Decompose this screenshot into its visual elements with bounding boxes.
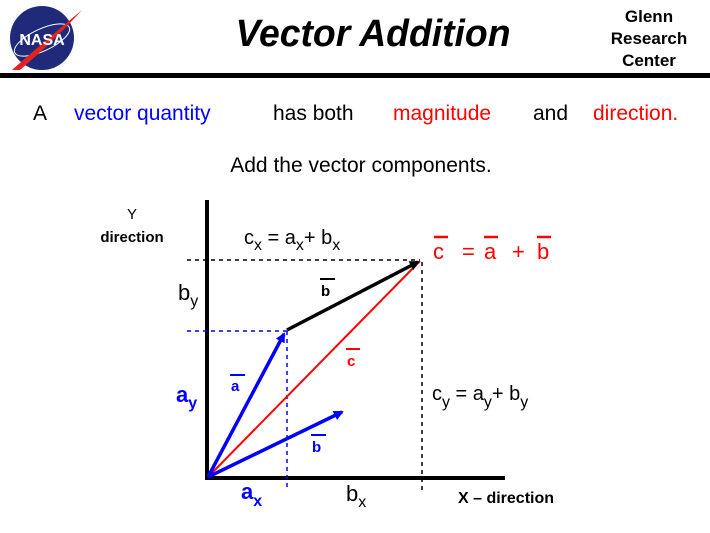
- svg-text:Research: Research: [611, 29, 688, 48]
- label-ax: ax: [241, 479, 262, 510]
- vector-c: [207, 260, 421, 478]
- cy-equation: cy = ay+ by: [432, 383, 528, 411]
- sum-equation: c = a + b: [433, 235, 551, 264]
- svg-text:=: =: [462, 239, 475, 264]
- label-b-black: b: [321, 283, 330, 300]
- intro-line-1: A vector quantity has both magnitude and…: [33, 102, 678, 125]
- svg-text:A: A: [33, 102, 47, 125]
- svg-text:+: +: [512, 239, 525, 264]
- svg-text:b: b: [537, 239, 549, 264]
- nasa-logo: NASA: [10, 6, 82, 70]
- svg-text:has both: has both: [273, 102, 354, 125]
- label-bx: bx: [346, 481, 366, 511]
- svg-text:a: a: [484, 239, 497, 264]
- intro-line-2: Add the vector components.: [230, 154, 492, 177]
- label-b-blue: b: [312, 439, 321, 456]
- nasa-logo-text: NASA: [19, 32, 65, 49]
- vector-a: [206, 332, 286, 478]
- label-ay: ay: [176, 382, 197, 412]
- label-by: by: [178, 280, 198, 310]
- center-name: Glenn Research Center: [611, 7, 688, 70]
- svg-text:direction.: direction.: [593, 102, 678, 125]
- cx-equation: cx = ax+ bx: [244, 227, 340, 254]
- page-title: Vector Addition: [236, 13, 511, 55]
- y-axis-label-direction: direction: [100, 229, 163, 246]
- svg-text:c: c: [433, 239, 444, 264]
- svg-text:Center: Center: [622, 51, 676, 70]
- header-divider: [0, 73, 710, 78]
- vector-b-origin: [207, 410, 344, 479]
- svg-text:vector quantity: vector quantity: [74, 102, 211, 125]
- svg-text:and: and: [533, 102, 568, 125]
- vector-b-tip: [286, 260, 420, 332]
- x-axis-label: X – direction: [458, 490, 554, 507]
- y-axis-label: Y: [127, 206, 137, 223]
- label-c: c: [347, 353, 355, 370]
- label-a: a: [231, 378, 240, 395]
- svg-text:Glenn: Glenn: [625, 7, 673, 26]
- svg-text:magnitude: magnitude: [393, 102, 491, 125]
